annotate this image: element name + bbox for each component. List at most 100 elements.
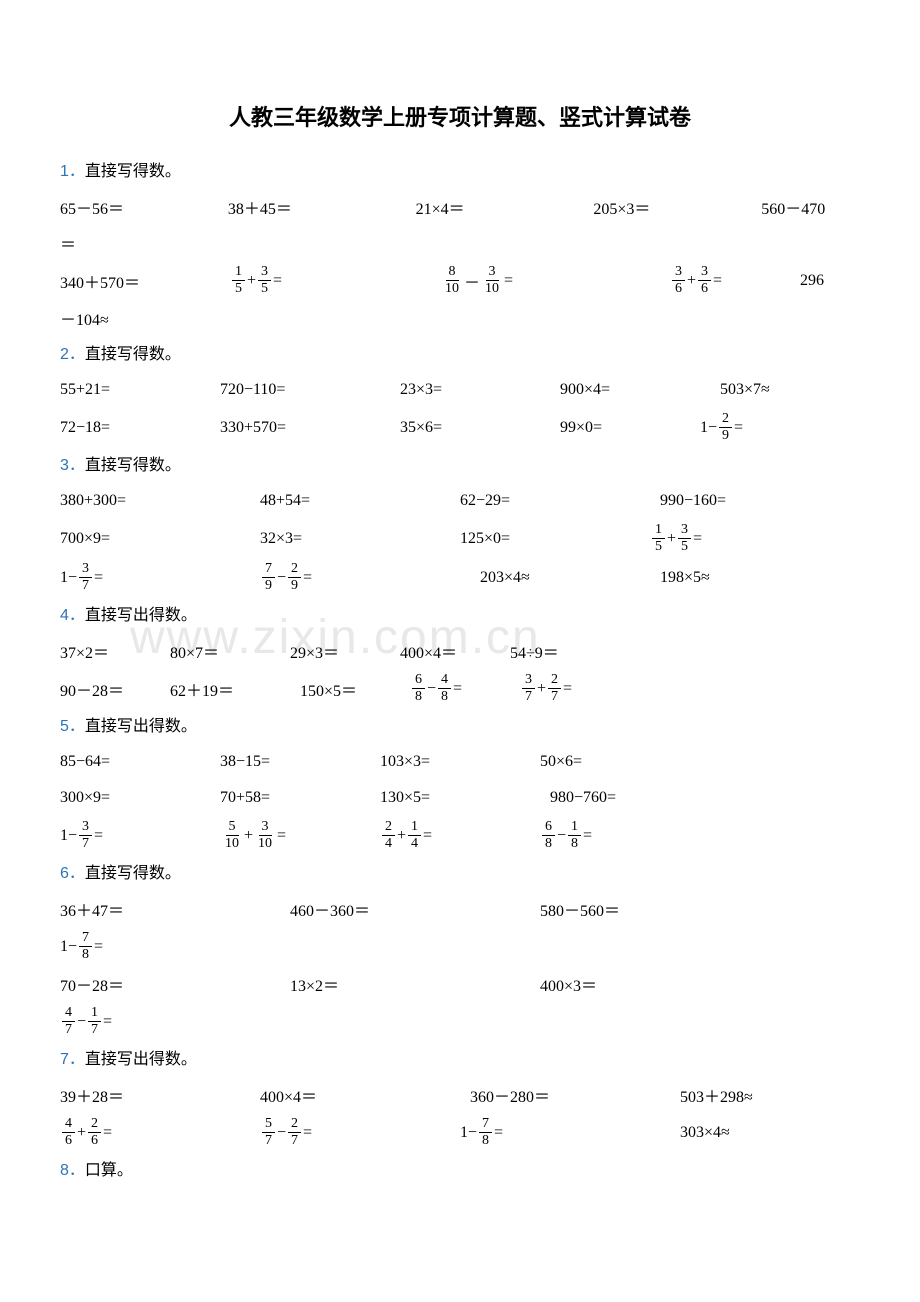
question-prompt: 5．直接写出得数。: [60, 712, 860, 736]
math-expression: 79−29=: [260, 562, 480, 593]
math-expression: 303×4≈: [680, 1124, 840, 1142]
question-prompt: 6．直接写得数。: [60, 859, 860, 883]
math-expression: 36+36=: [670, 265, 800, 296]
math-expression: 47−17=: [60, 1006, 760, 1037]
math-expression: 360－280＝: [470, 1083, 680, 1107]
math-expression: 510+310=: [220, 820, 380, 851]
math-expression: 203×4≈: [480, 569, 660, 587]
math-expression: 37×2＝: [60, 639, 170, 663]
question-text: 直接写出得数。: [85, 607, 197, 624]
math-expression: 80×7＝: [170, 639, 290, 663]
math-expression: 24+14=: [380, 820, 540, 851]
math-expression: 32×3=: [260, 530, 460, 548]
math-expression: 29×3＝: [290, 639, 400, 663]
math-expression: 1−78=: [60, 931, 760, 962]
question-number: 3．: [60, 457, 85, 474]
math-expression: 54÷9＝: [510, 639, 630, 663]
math-expression: 15+35=: [230, 265, 440, 296]
question-prompt: 3．直接写得数。: [60, 451, 860, 475]
document-title: 人教三年级数学上册专项计算题、竖式计算试卷: [60, 100, 860, 132]
math-expression: 125×0=: [460, 530, 650, 548]
expression-row: 700×9=32×3=125×0=15+35=: [60, 523, 860, 554]
math-expression: 21×4＝: [416, 195, 594, 219]
math-expression: 55+21=: [60, 381, 220, 399]
expression-row: 70－28＝13×2＝400×3＝: [60, 970, 860, 998]
math-expression: 1−37=: [60, 562, 260, 593]
math-expression: 65－56＝: [60, 195, 228, 219]
math-expression: 198×5≈: [660, 569, 820, 587]
math-expression: 990−160=: [660, 492, 820, 510]
question-number: 4．: [60, 607, 85, 624]
math-expression: 46+26=: [60, 1117, 260, 1148]
math-expression: 205×3＝: [593, 195, 761, 219]
math-expression: 130×5=: [380, 789, 550, 807]
math-expression: 62＋19＝: [170, 677, 300, 701]
math-expression: 103×3=: [380, 753, 540, 771]
math-expression: 13×2＝: [290, 972, 540, 996]
math-expression: 1−78=: [460, 1117, 680, 1148]
question-text: 直接写出得数。: [85, 718, 197, 735]
expression-row: 90－28＝62＋19＝150×5＝68−48=37+27=: [60, 673, 860, 704]
expression-row: 72−18=330+570=35×6=99×0=1−29=: [60, 412, 860, 443]
question-text: 直接写得数。: [85, 346, 181, 363]
expression-row: 36＋47＝460－360＝580－560＝: [60, 895, 860, 923]
math-expression: 68−48=: [410, 673, 520, 704]
expression-row: 300×9=70+58=130×5=980−760=: [60, 784, 860, 812]
question-text: 直接写得数。: [85, 457, 181, 474]
expression-row: 85−64=38−15=103×3=50×6=: [60, 748, 860, 776]
math-expression: 400×4＝: [400, 639, 510, 663]
expression-row: 37×2＝80×7＝29×3＝400×4＝54÷9＝: [60, 637, 860, 665]
math-expression: 810－310=: [440, 265, 670, 296]
question-prompt: 7．直接写出得数。: [60, 1045, 860, 1069]
math-expression: 23×3=: [400, 381, 560, 399]
expression-row: 1−78=: [60, 931, 860, 962]
question-text: 直接写得数。: [85, 163, 181, 180]
math-expression: 150×5＝: [300, 677, 410, 701]
math-expression: 980−760=: [550, 789, 710, 807]
question-prompt: 1．直接写得数。: [60, 157, 860, 181]
expression-row: 380+300=48+54=62−29=990−160=: [60, 487, 860, 515]
math-expression: 72−18=: [60, 419, 220, 437]
math-expression: 50×6=: [540, 753, 700, 771]
expression-row: 47−17=: [60, 1006, 860, 1037]
math-expression: 560－470: [761, 195, 860, 219]
question-number: 1．: [60, 163, 85, 180]
math-expression: 39＋28＝: [60, 1083, 260, 1107]
expression-row: 340＋570＝15+35=810－310=36+36=296: [60, 265, 860, 296]
questions-container: 1．直接写得数。65－56＝38＋45＝21×4＝205×3＝560－470＝3…: [60, 157, 860, 1180]
math-expression: 36＋47＝: [60, 897, 290, 921]
math-expression: 400×3＝: [540, 972, 740, 996]
math-expression: 700×9=: [60, 530, 260, 548]
math-expression: 38−15=: [220, 753, 380, 771]
math-expression: 503×7≈: [720, 381, 840, 399]
math-expression: 1−29=: [700, 412, 820, 443]
math-expression: 38＋45＝: [228, 195, 416, 219]
expression-row: 39＋28＝400×4＝360－280＝503＋298≈: [60, 1081, 860, 1109]
math-expression: 85−64=: [60, 753, 220, 771]
math-expression: 296: [800, 272, 860, 290]
math-expression: 340＋570＝: [60, 269, 230, 293]
math-expression: 35×6=: [400, 419, 560, 437]
math-expression: 1−37=: [60, 820, 220, 851]
question-text: 直接写出得数。: [85, 1051, 197, 1068]
question-text: 直接写得数。: [85, 865, 181, 882]
math-expression: 48+54=: [260, 492, 460, 510]
math-expression: 380+300=: [60, 492, 260, 510]
math-expression: 460－360＝: [290, 897, 540, 921]
question-number: 2．: [60, 346, 85, 363]
question-prompt: 2．直接写得数。: [60, 340, 860, 364]
expression-row: 1−37=79−29=203×4≈198×5≈: [60, 562, 860, 593]
math-expression: 68−18=: [540, 820, 700, 851]
expression-row: 55+21=720−110=23×3=900×4=503×7≈: [60, 376, 860, 404]
math-expression: 300×9=: [60, 789, 220, 807]
question-number: 5．: [60, 718, 85, 735]
expression-row: 46+26=57−27=1−78=303×4≈: [60, 1117, 860, 1148]
expression-row: ＝: [60, 229, 860, 257]
expression-row: 1−37=510+310=24+14=68−18=: [60, 820, 860, 851]
expression-row: 65－56＝38＋45＝21×4＝205×3＝560－470: [60, 193, 860, 221]
math-expression: －104≈: [60, 306, 860, 330]
math-expression: 70－28＝: [60, 972, 290, 996]
math-expression: 503＋298≈: [680, 1083, 840, 1107]
math-expression: 400×4＝: [260, 1083, 470, 1107]
math-expression: 90－28＝: [60, 677, 170, 701]
